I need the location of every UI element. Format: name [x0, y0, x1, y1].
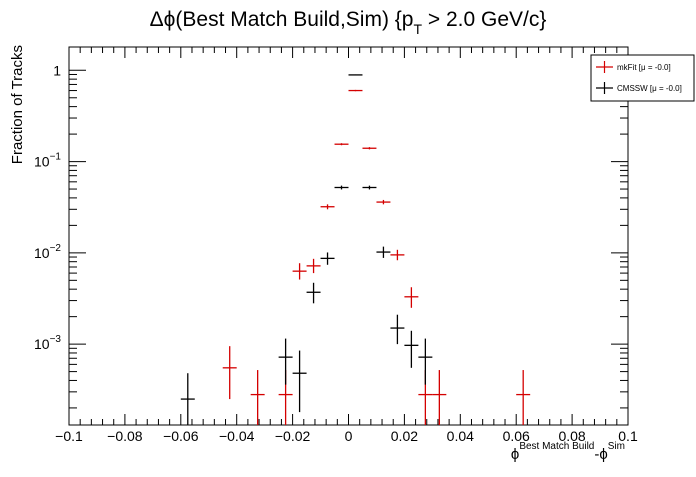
chart-title-rest: > 2.0 GeV/c} — [422, 8, 546, 31]
chart-title: Δϕ(Best Match Build,Sim) {pT > 2.0 GeV/c… — [150, 8, 547, 37]
x-tick-label: 0.06 — [503, 428, 530, 444]
x-tick-labels: −0.1 −0.08 −0.06 −0.04 −0.02 0 0.02 0.04 0.06 0.0… — [55, 428, 638, 444]
series-cmssw — [180, 74, 433, 425]
x-tick-label: −0.08 — [107, 428, 143, 444]
legend-box — [590, 54, 695, 102]
x-tick-label: −0.06 — [163, 428, 199, 444]
x-tick-label: 0.02 — [391, 428, 418, 444]
y-axis-label: Fraction of Tracks — [9, 45, 26, 164]
legend-entry-cmssw: CMSSW [μ = -0.0] — [596, 82, 682, 94]
x-axis-label-sup2: Sim — [608, 441, 625, 452]
x-tick-label: 0 — [345, 428, 353, 444]
x-tick-label: 0.1 — [618, 428, 638, 444]
legend-label-mkfit: mkFit [μ = -0.0] — [617, 63, 671, 72]
series-layer — [180, 74, 531, 425]
x-axis-label-sup1: Best Match Build — [519, 441, 594, 452]
y-tick-labels: 1 10−1 10−2 10−3 — [34, 62, 61, 352]
x-tick-label: −0.1 — [55, 428, 83, 444]
y-tick-label: 10−3 — [34, 334, 61, 352]
chart-title-subscript: T — [413, 21, 422, 37]
y-tick-label: 10−2 — [34, 243, 61, 261]
y-tick-label: 10−1 — [34, 152, 61, 170]
x-tick-label: 0.08 — [558, 428, 585, 444]
x-axis-label-mid: -ϕ — [594, 446, 607, 463]
legend: mkFit [μ = -0.0] CMSSW [μ = -0.0] — [590, 54, 695, 102]
legend-label-cmssw: CMSSW [μ = -0.0] — [617, 84, 682, 93]
x-axis-label: ϕBest Match Build-ϕSim — [511, 441, 625, 463]
x-tick-label: −0.04 — [219, 428, 255, 444]
legend-entry-mkfit: mkFit [μ = -0.0] — [596, 61, 671, 73]
x-tick-label: −0.02 — [275, 428, 311, 444]
x-axis-label-phi: ϕ — [511, 446, 519, 463]
x-tick-label: 0.04 — [447, 428, 474, 444]
y-tick-label: 1 — [53, 62, 61, 78]
chart-title-main: Δϕ(Best Match Build,Sim) {p — [150, 8, 414, 31]
